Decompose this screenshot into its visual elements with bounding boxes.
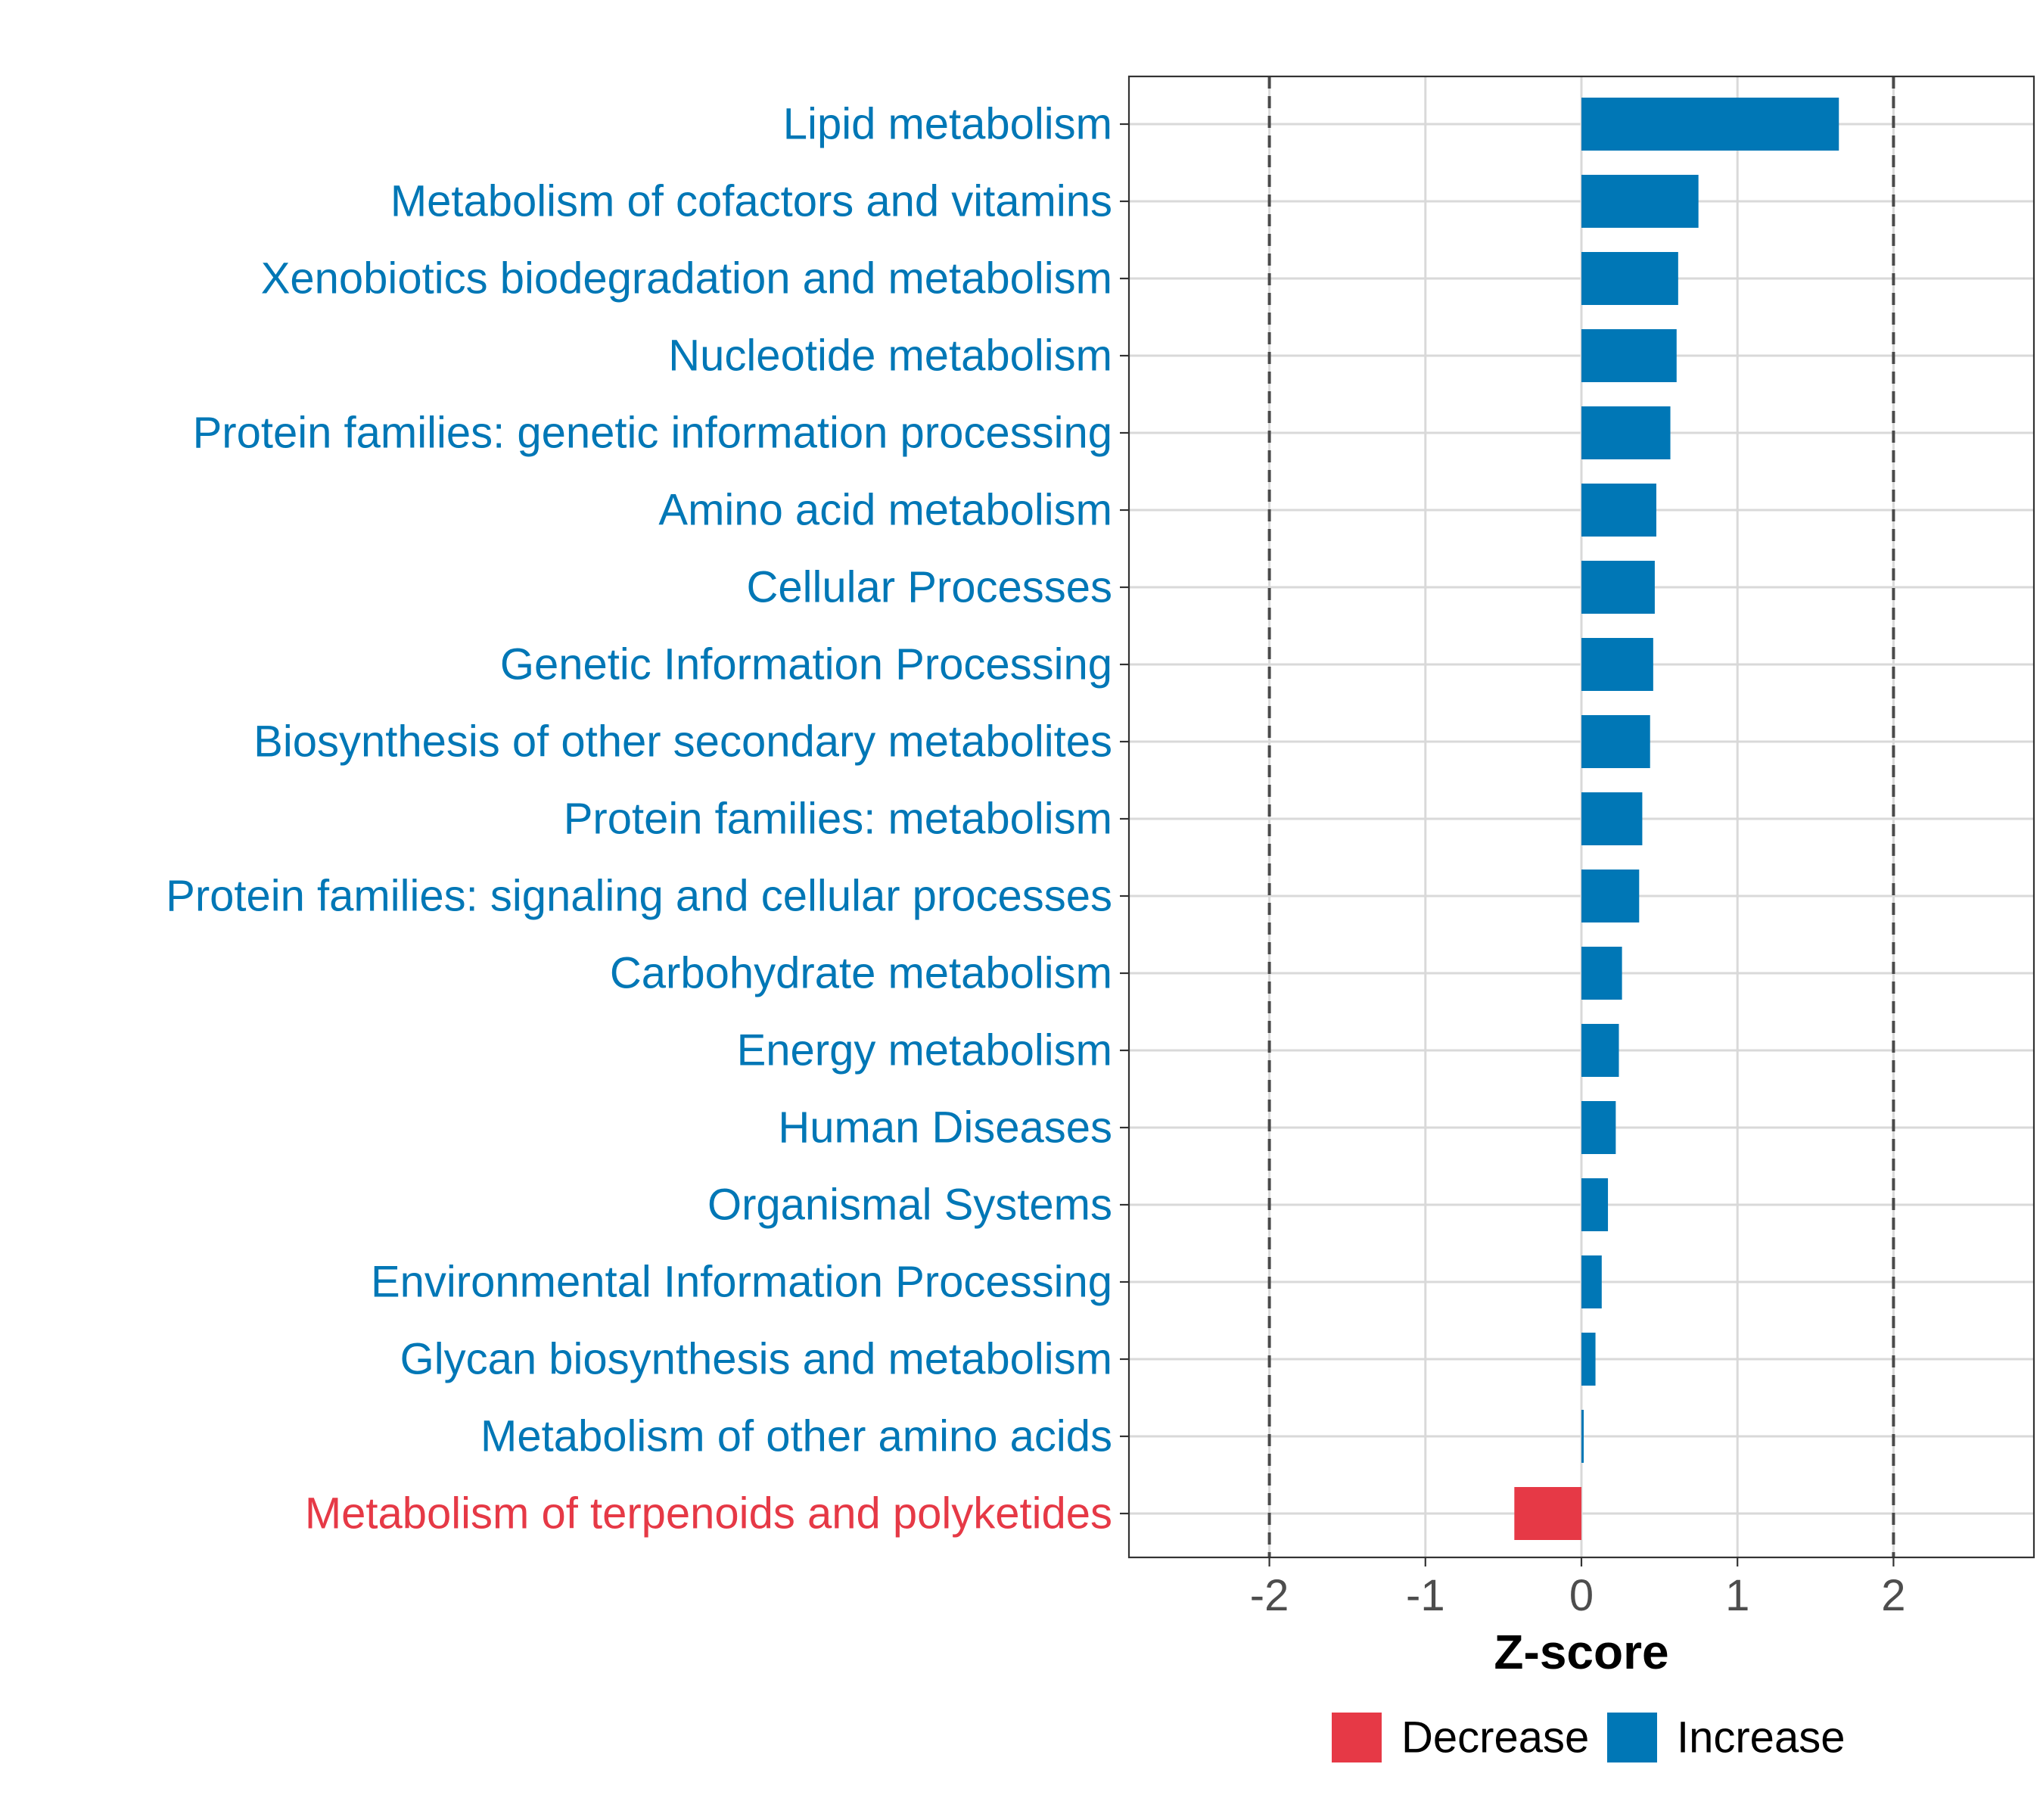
bar: [1581, 484, 1656, 537]
x-tick-label: 1: [1725, 1571, 1749, 1620]
y-tick-label: Energy metabolism: [737, 1026, 1112, 1075]
bar: [1581, 947, 1622, 1000]
legend-label-decrease: Decrease: [1401, 1713, 1589, 1762]
bar-layer: [1514, 98, 1839, 1540]
x-tick-label: -2: [1250, 1571, 1289, 1620]
y-tick-label: Biosynthesis of other secondary metaboli…: [253, 717, 1112, 767]
bar: [1581, 870, 1640, 922]
bar: [1581, 1024, 1619, 1077]
y-tick-label: Organismal Systems: [707, 1181, 1112, 1230]
x-tick-label: -1: [1406, 1571, 1445, 1620]
bar: [1581, 561, 1655, 614]
y-tick-label: Metabolism of terpenoids and polyketides: [305, 1489, 1112, 1538]
y-tick-label: Xenobiotics biodegradation and metabolis…: [261, 254, 1112, 303]
y-tick-label: Carbohydrate metabolism: [610, 949, 1112, 998]
legend: Decrease Increase: [1332, 1713, 1845, 1762]
y-tick-label: Metabolism of other amino acids: [480, 1412, 1112, 1461]
y-tick-label: Nucleotide metabolism: [668, 331, 1112, 381]
bar: [1581, 175, 1699, 228]
legend-key-decrease: [1332, 1713, 1382, 1762]
y-tick-label: Protein families: signaling and cellular…: [166, 872, 1112, 921]
bar: [1581, 329, 1677, 382]
y-tick-label: Lipid metabolism: [783, 100, 1112, 149]
x-tick-label: 2: [1881, 1571, 1905, 1620]
bar: [1581, 638, 1653, 691]
legend-label-increase: Increase: [1677, 1713, 1845, 1762]
y-tick-label: Human Diseases: [778, 1103, 1112, 1153]
bar: [1581, 1178, 1609, 1231]
bar: [1581, 1101, 1616, 1154]
legend-key-increase: [1607, 1713, 1657, 1762]
x-tick-label: 0: [1569, 1571, 1594, 1620]
x-axis-title: Z-score: [1494, 1625, 1668, 1679]
y-tick-label: Glycan biosynthesis and metabolism: [400, 1335, 1112, 1384]
y-axis: Lipid metabolism Metabolism of cofactors …: [166, 100, 1129, 1538]
y-tick-label: Genetic Information Processing: [500, 640, 1112, 689]
bar: [1581, 1333, 1596, 1386]
bar: [1581, 1255, 1602, 1308]
x-axis: -2 -1 0 1 2: [1250, 1557, 1906, 1620]
y-tick-label: Protein families: metabolism: [564, 795, 1112, 844]
bar: [1581, 406, 1671, 459]
reference-line-layer: [1267, 76, 1895, 1557]
bar: [1581, 98, 1839, 151]
bar: [1581, 715, 1650, 768]
y-tick-label: Cellular Processes: [746, 563, 1112, 612]
y-tick-label: Metabolism of cofactors and vitamins: [390, 177, 1112, 226]
bar: [1514, 1487, 1581, 1540]
bar: [1581, 252, 1678, 305]
bar: [1581, 1410, 1584, 1463]
bar: [1581, 792, 1643, 845]
y-tick-label: Environmental Information Processing: [371, 1258, 1112, 1307]
y-tick-label: Amino acid metabolism: [658, 486, 1112, 535]
y-tick-label: Protein families: genetic information pr…: [193, 409, 1112, 458]
